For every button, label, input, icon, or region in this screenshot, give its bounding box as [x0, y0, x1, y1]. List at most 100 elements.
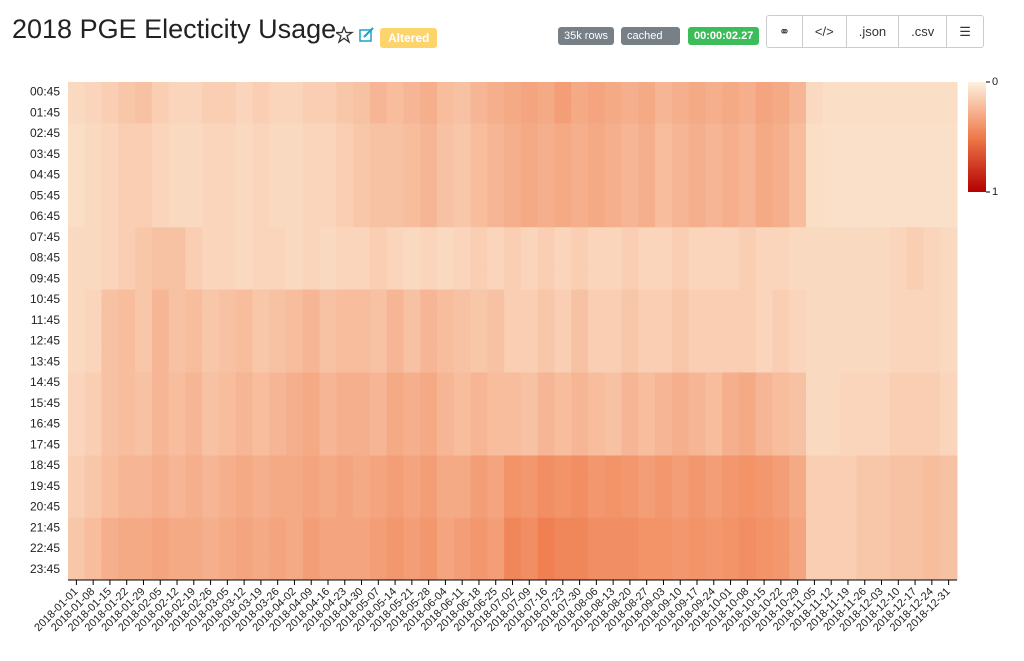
heat-cell — [504, 102, 522, 124]
heat-cell — [856, 165, 874, 187]
title: 2018 PGE Electicity Usage — [12, 14, 337, 44]
heat-cell — [504, 434, 522, 456]
heat-cell — [604, 165, 623, 187]
heat-cell — [806, 82, 824, 104]
heat-cell — [688, 227, 706, 249]
cache-badge[interactable]: cached — [621, 27, 681, 45]
heat-cell — [168, 414, 186, 436]
heat-cell — [856, 289, 874, 311]
heat-cell — [185, 559, 203, 581]
heat-cell — [118, 455, 136, 477]
embed-button[interactable]: </> — [801, 16, 846, 47]
heat-cell — [487, 393, 505, 415]
heat-cell — [319, 289, 337, 311]
heat-cell — [520, 206, 539, 228]
heat-cell — [520, 331, 539, 353]
heat-cell — [671, 351, 690, 373]
heat-cell — [889, 206, 908, 228]
heat-cell — [839, 476, 857, 498]
heat-cell — [487, 434, 505, 456]
heat-cell — [554, 165, 572, 187]
heat-cell — [437, 185, 455, 207]
heat-cell — [386, 206, 404, 228]
heat-cell — [755, 559, 773, 581]
heat-cell — [604, 82, 623, 104]
heat-cell — [705, 102, 723, 124]
heat-cell — [839, 123, 857, 145]
heat-cell — [822, 206, 841, 228]
heat-cell — [906, 455, 924, 477]
heat-cell — [286, 206, 304, 228]
menu-button[interactable]: ☰ — [946, 16, 983, 47]
heat-cell — [873, 268, 891, 290]
y-tick-label: 03:45 — [30, 147, 60, 161]
heat-cell — [453, 393, 472, 415]
heat-cell — [286, 331, 304, 353]
heat-cell — [537, 102, 555, 124]
heat-cell — [68, 434, 86, 456]
heat-cell — [302, 310, 321, 332]
heat-cell — [554, 268, 572, 290]
heat-cell — [621, 144, 639, 166]
heat-cell — [420, 331, 438, 353]
heat-cell — [856, 331, 874, 353]
heat-cell — [369, 289, 388, 311]
heat-cell — [638, 393, 656, 415]
heat-cell — [655, 248, 673, 270]
heat-cell — [336, 289, 354, 311]
heat-cell — [722, 310, 740, 332]
heat-cell — [587, 455, 606, 477]
timer-badge: 00:00:02.27 — [688, 27, 760, 45]
heat-cell — [353, 144, 371, 166]
heat-cell — [386, 559, 404, 581]
heat-cell — [302, 393, 321, 415]
heat-cell — [470, 82, 488, 104]
heat-cell — [755, 82, 773, 104]
star-icon[interactable] — [336, 26, 355, 44]
heat-cell — [722, 289, 740, 311]
heat-cell — [118, 144, 136, 166]
heat-cell — [906, 414, 924, 436]
heat-cell — [822, 559, 841, 581]
heat-cell — [520, 82, 539, 104]
heat-cell — [738, 455, 757, 477]
heat-cell — [135, 289, 153, 311]
heat-cell — [286, 372, 304, 394]
heat-cell — [604, 102, 623, 124]
heat-cell — [437, 144, 455, 166]
heat-cell — [235, 185, 254, 207]
heat-cell — [537, 331, 555, 353]
heat-cell — [302, 476, 321, 498]
heat-cell — [386, 476, 404, 498]
csv-button[interactable]: .csv — [898, 16, 946, 47]
heat-cell — [688, 476, 706, 498]
heat-cell — [504, 497, 522, 519]
heat-cell — [68, 414, 86, 436]
heat-cell — [772, 434, 790, 456]
heat-cell — [923, 331, 941, 353]
json-button[interactable]: .json — [845, 16, 898, 47]
heat-cell — [487, 206, 505, 228]
heat-cell — [923, 351, 941, 373]
heat-cell — [286, 414, 304, 436]
heat-cell — [940, 310, 958, 332]
heat-cell — [353, 434, 371, 456]
heat-cell — [604, 268, 623, 290]
heat-cell — [621, 372, 639, 394]
heat-cell — [839, 144, 857, 166]
edit-icon[interactable] — [359, 29, 372, 42]
heat-cell — [353, 497, 371, 519]
heat-cell — [252, 476, 270, 498]
link-button[interactable]: ⚭ — [779, 23, 790, 39]
heat-cell — [671, 310, 690, 332]
heat-cell — [118, 434, 136, 456]
heat-cell — [470, 351, 488, 373]
heat-cell — [369, 455, 388, 477]
heat-cell — [873, 165, 891, 187]
heat-cell — [722, 144, 740, 166]
heat-cell — [554, 227, 572, 249]
heat-cell — [353, 310, 371, 332]
heat-cell — [638, 497, 656, 519]
heat-cell — [688, 434, 706, 456]
heat-cell — [235, 414, 254, 436]
